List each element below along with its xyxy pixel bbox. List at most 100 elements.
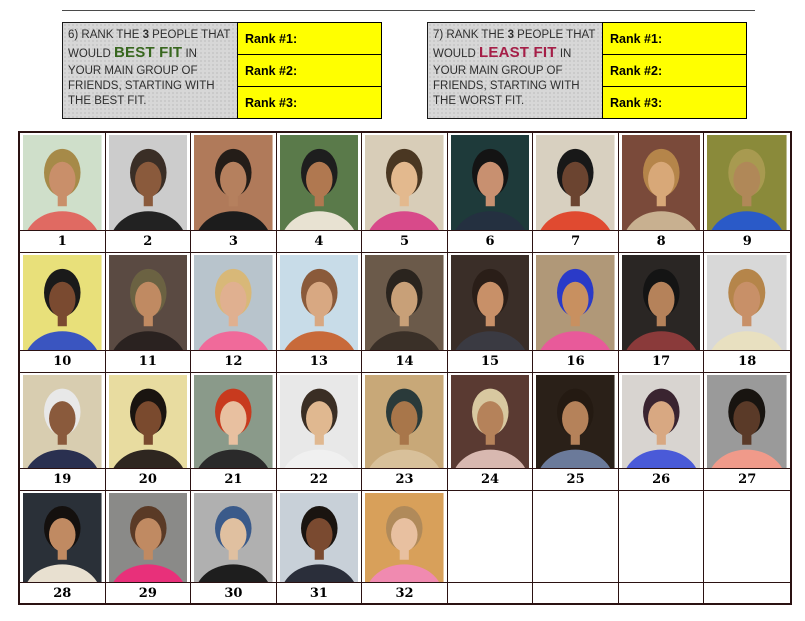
q6-rank3-field[interactable]: Rank #3: xyxy=(237,86,382,119)
person-photo-placeholder xyxy=(194,493,273,582)
number-cell-1: 1 xyxy=(20,231,106,253)
number-cell-empty xyxy=(533,583,619,603)
number-cell-16: 16 xyxy=(533,351,619,373)
photo-cell-22 xyxy=(276,373,363,469)
top-rule xyxy=(62,10,755,11)
person-photo-placeholder xyxy=(194,375,273,468)
number-cell-22: 22 xyxy=(276,469,363,491)
number-cell-empty xyxy=(447,583,534,603)
person-photo-placeholder xyxy=(621,135,701,230)
number-cell-23: 23 xyxy=(362,469,448,491)
photo-cell-13 xyxy=(276,253,363,351)
q7-rank1-field[interactable]: Rank #1: xyxy=(602,22,747,54)
person-photo-placeholder xyxy=(23,375,102,468)
q7-pre: 7) RANK THE xyxy=(433,29,508,41)
photo-cell-31 xyxy=(276,491,363,583)
q6-mid: PEOPLE THAT WOULD xyxy=(68,29,231,61)
number-cell-7: 7 xyxy=(533,231,619,253)
question-6-box: 6) RANK THE 3 PEOPLE THAT WOULD BEST FIT… xyxy=(62,22,382,119)
photo-cell-26 xyxy=(618,373,705,469)
q6-rank2-label: Rank #2: xyxy=(245,63,298,78)
number-cell-24: 24 xyxy=(447,469,534,491)
person-photo-placeholder xyxy=(536,135,615,230)
photo-cell-29 xyxy=(105,491,192,583)
person-photo-placeholder xyxy=(108,255,188,350)
number-cell-27: 27 xyxy=(704,469,790,491)
person-photo-placeholder xyxy=(108,375,188,468)
number-cell-15: 15 xyxy=(447,351,534,373)
question-6-text: 6) RANK THE 3 PEOPLE THAT WOULD BEST FIT… xyxy=(62,22,237,119)
photo-cell-8 xyxy=(618,133,705,231)
person-photo-placeholder xyxy=(365,493,444,582)
number-cell-25: 25 xyxy=(533,469,619,491)
photo-cell-19 xyxy=(20,373,106,469)
q7-rank3-field[interactable]: Rank #3: xyxy=(602,86,747,119)
person-photo-placeholder xyxy=(279,375,359,468)
number-cell-9: 9 xyxy=(704,231,790,253)
number-cell-10: 10 xyxy=(20,351,106,373)
person-photo-placeholder xyxy=(108,135,188,230)
q7-number-3: 3 xyxy=(507,29,514,41)
person-photo-placeholder xyxy=(279,493,359,582)
number-cell-20: 20 xyxy=(105,469,192,491)
q6-pre: 6) RANK THE xyxy=(68,29,143,41)
photo-cell-2 xyxy=(105,133,192,231)
photo-cell-21 xyxy=(191,373,277,469)
photo-cell-1 xyxy=(20,133,106,231)
number-cell-21: 21 xyxy=(191,469,277,491)
person-photo-placeholder xyxy=(23,135,102,230)
person-photo-placeholder xyxy=(108,493,188,582)
person-photo-placeholder xyxy=(365,255,444,350)
photo-cell-5 xyxy=(362,133,448,231)
person-photo-placeholder xyxy=(707,255,787,350)
number-cell-19: 19 xyxy=(20,469,106,491)
number-cell-12: 12 xyxy=(191,351,277,373)
number-cell-26: 26 xyxy=(618,469,705,491)
number-cell-4: 4 xyxy=(276,231,363,253)
photo-cell-12 xyxy=(191,253,277,351)
person-photo-placeholder xyxy=(194,255,273,350)
photo-cell-23 xyxy=(362,373,448,469)
q7-post: IN YOUR MAIN GROUP OF FRIENDS, STARTING … xyxy=(433,48,580,108)
photo-cell-4 xyxy=(276,133,363,231)
person-photo-placeholder xyxy=(536,255,615,350)
person-photo-placeholder xyxy=(621,375,701,468)
photo-cell-17 xyxy=(618,253,705,351)
person-photo-placeholder xyxy=(536,375,615,468)
photo-cell-empty xyxy=(704,491,790,583)
photo-cell-27 xyxy=(704,373,790,469)
photo-cell-11 xyxy=(105,253,192,351)
number-cell-30: 30 xyxy=(191,583,277,603)
photo-cell-3 xyxy=(191,133,277,231)
person-photo-placeholder xyxy=(194,135,273,230)
q6-number-3: 3 xyxy=(142,29,149,41)
person-photo-placeholder xyxy=(450,135,530,230)
q7-rank3-label: Rank #3: xyxy=(610,95,663,110)
number-cell-6: 6 xyxy=(447,231,534,253)
photo-cell-10 xyxy=(20,253,106,351)
photo-cell-14 xyxy=(362,253,448,351)
photo-cell-28 xyxy=(20,491,106,583)
number-cell-3: 3 xyxy=(191,231,277,253)
q6-rank-column: Rank #1: Rank #2: Rank #3: xyxy=(237,22,382,119)
number-cell-32: 32 xyxy=(362,583,448,603)
photo-cell-25 xyxy=(533,373,619,469)
number-cell-empty xyxy=(618,583,705,603)
q7-rank1-label: Rank #1: xyxy=(610,31,663,46)
person-photo-placeholder xyxy=(707,375,787,468)
q6-rank1-field[interactable]: Rank #1: xyxy=(237,22,382,54)
q7-rank2-field[interactable]: Rank #2: xyxy=(602,54,747,86)
q7-mid: PEOPLE THAT WOULD xyxy=(433,29,596,61)
photo-cell-empty xyxy=(533,491,619,583)
photo-cell-32 xyxy=(362,491,448,583)
q6-rank3-label: Rank #3: xyxy=(245,95,298,110)
person-photo-placeholder xyxy=(23,493,102,582)
q6-rank2-field[interactable]: Rank #2: xyxy=(237,54,382,86)
q7-rank-column: Rank #1: Rank #2: Rank #3: xyxy=(602,22,747,119)
photo-cell-24 xyxy=(447,373,534,469)
person-photo-placeholder xyxy=(621,255,701,350)
photo-cell-15 xyxy=(447,253,534,351)
q7-least-fit-highlight: LEAST FIT xyxy=(479,44,557,62)
person-photo-placeholder xyxy=(450,375,530,468)
photo-cell-16 xyxy=(533,253,619,351)
